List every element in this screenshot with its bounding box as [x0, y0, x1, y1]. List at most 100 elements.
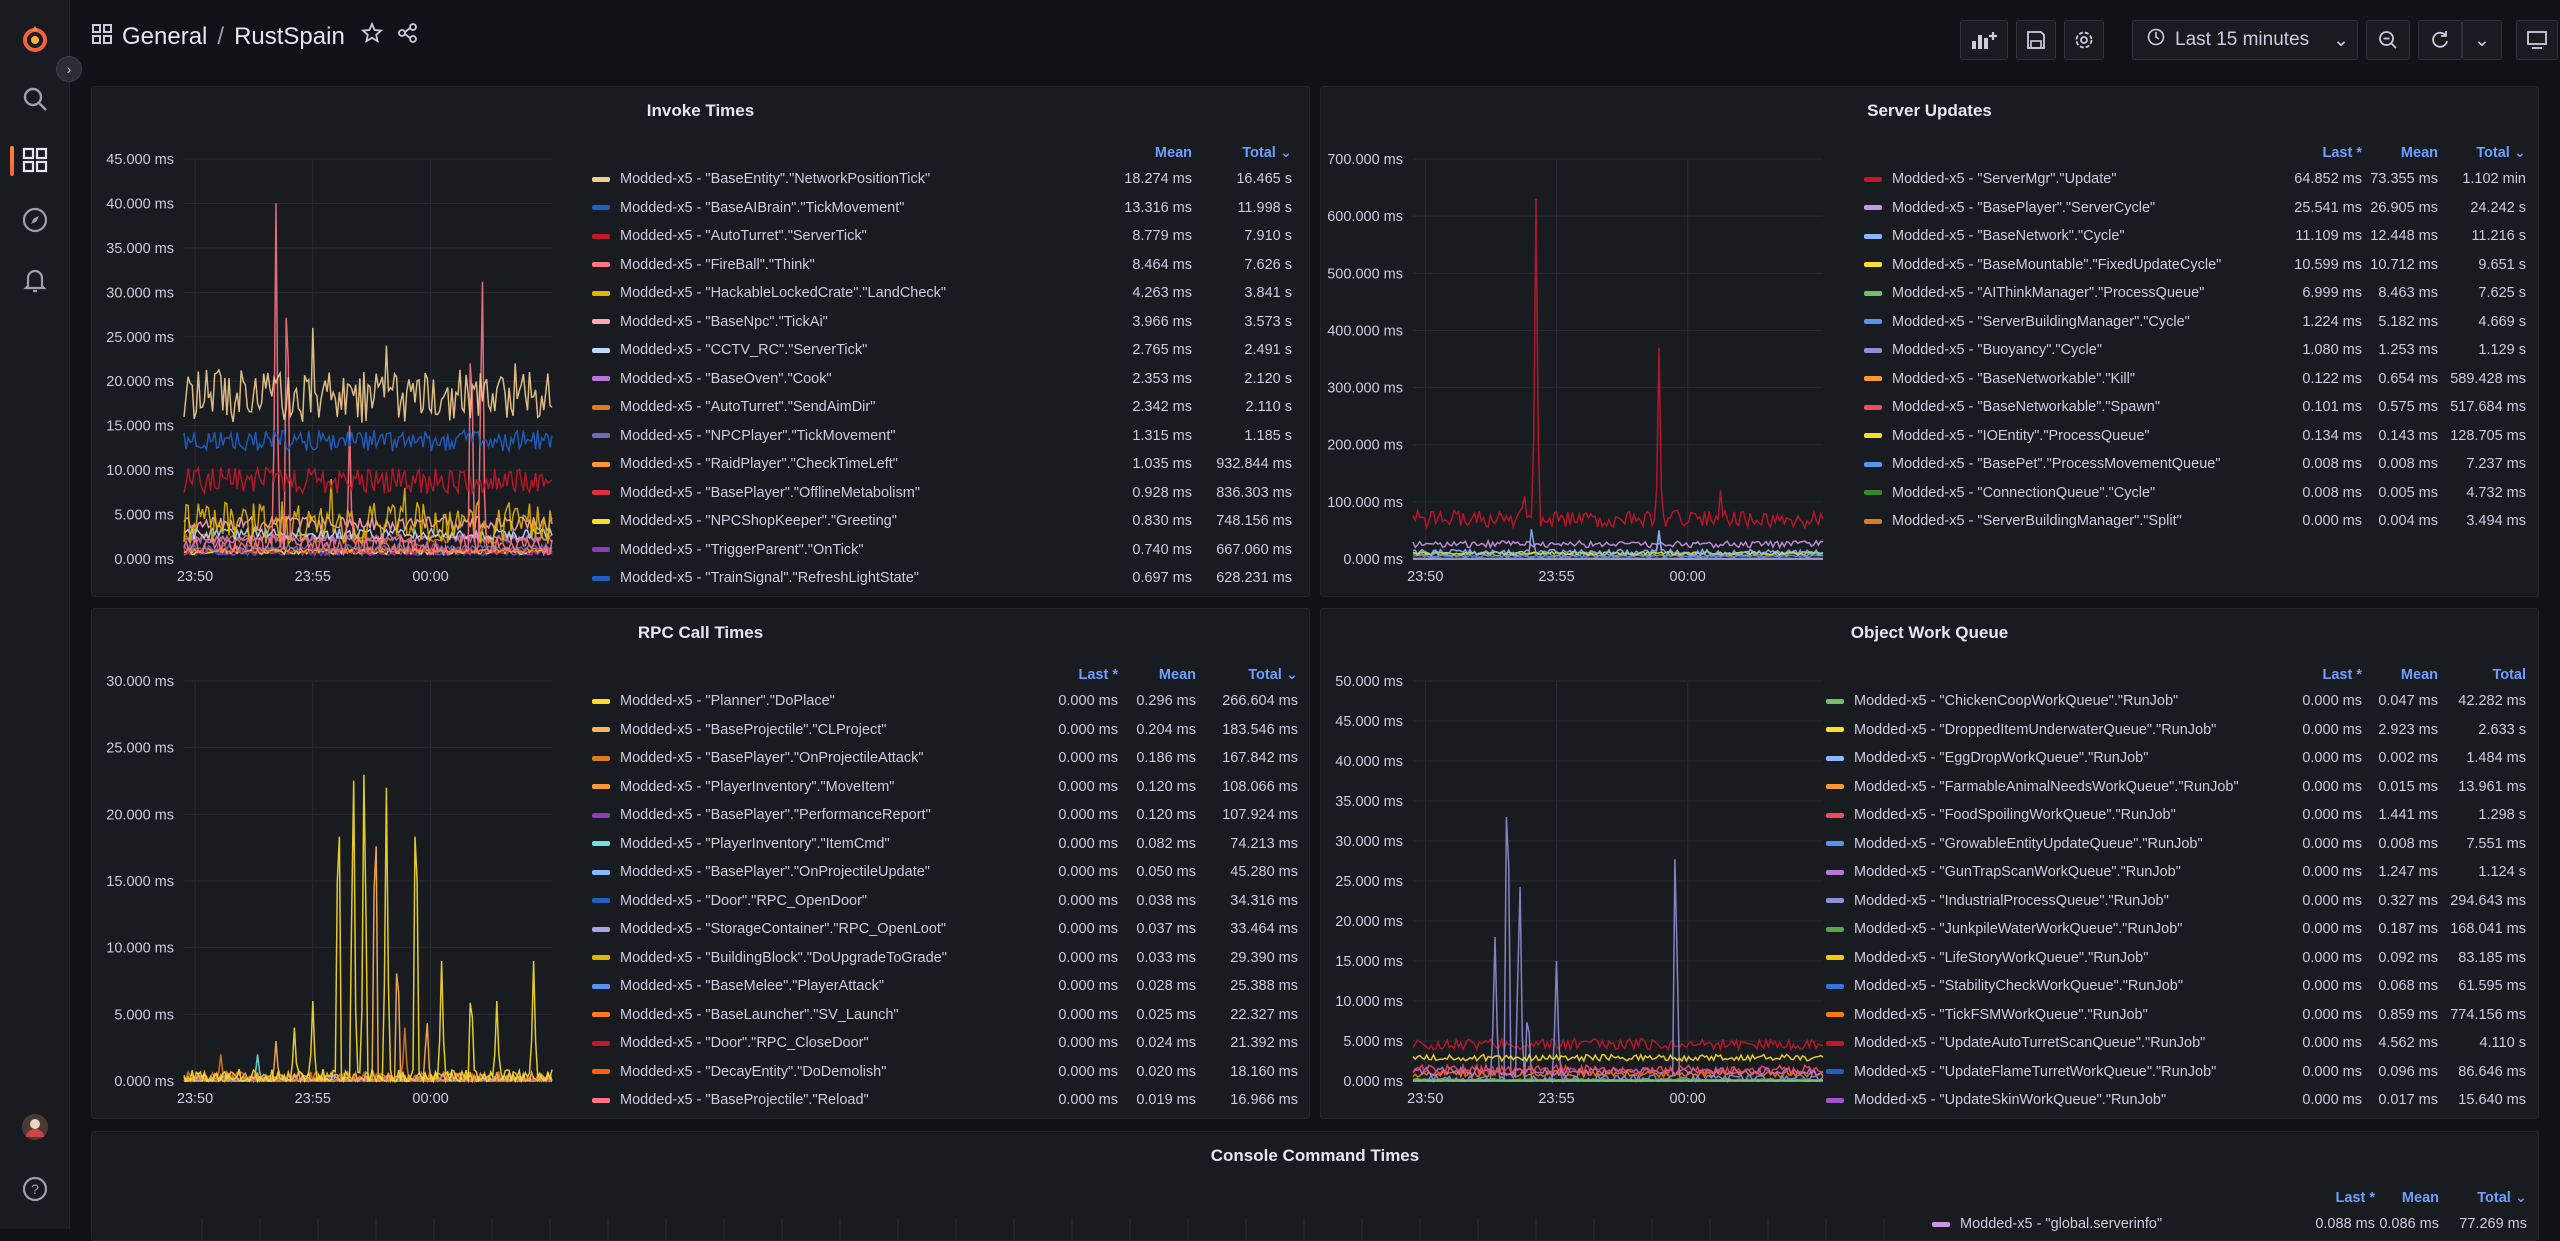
legend-series-name[interactable]: Modded-x5 - "UpdateFlameTurretWorkQueue"…	[1854, 1064, 2282, 1080]
search-icon[interactable]	[18, 82, 52, 116]
legend-series-name[interactable]: Modded-x5 - "AIThinkManager"."ProcessQue…	[1892, 285, 2276, 301]
legend-row[interactable]: Modded-x5 - "BaseEntity"."NetworkPositio…	[592, 165, 1292, 194]
legend-row[interactable]: Modded-x5 - "CCTV_RC"."ServerTick"2.765 …	[592, 336, 1292, 365]
legend-series-name[interactable]: Modded-x5 - "Door"."RPC_OpenDoor"	[620, 893, 1032, 909]
legend-row[interactable]: Modded-x5 - "NPCPlayer"."TickMovement"1.…	[592, 422, 1292, 451]
legend-series-name[interactable]: Modded-x5 - "FarmableAnimalNeedsWorkQueu…	[1854, 779, 2282, 795]
legend-series-name[interactable]: Modded-x5 - "TickFSMWorkQueue"."RunJob"	[1854, 1007, 2282, 1023]
legend-series-name[interactable]: Modded-x5 - "BaseNetwork"."Cycle"	[1892, 228, 2276, 244]
legend-row[interactable]: Modded-x5 - "LifeStoryWorkQueue"."RunJob…	[1826, 944, 2526, 973]
avatar[interactable]	[18, 1110, 52, 1144]
legend-row[interactable]: Modded-x5 - "AIThinkManager"."ProcessQue…	[1864, 279, 2526, 308]
legend-column-header[interactable]: Last *	[1032, 667, 1118, 683]
legend-row[interactable]: Modded-x5 - "ServerBuildingManager"."Spl…	[1864, 507, 2526, 536]
legend-column-header[interactable]: Last *	[2276, 145, 2362, 161]
legend-series-name[interactable]: Modded-x5 - "ServerMgr"."Update"	[1892, 171, 2276, 187]
legend-row[interactable]: Modded-x5 - "BasePet"."ProcessMovementQu…	[1864, 450, 2526, 479]
legend-series-name[interactable]: Modded-x5 - "BaseProjectile"."Reload"	[620, 1092, 1032, 1108]
expand-sidebar-button[interactable]: ›	[56, 56, 82, 82]
save-icon[interactable]	[2016, 20, 2056, 60]
legend-series-name[interactable]: Modded-x5 - "PlayerInventory"."MoveItem"	[620, 779, 1032, 795]
legend-series-name[interactable]: Modded-x5 - "BaseMountable"."FixedUpdate…	[1892, 257, 2276, 273]
legend-series-name[interactable]: Modded-x5 - "HackableLockedCrate"."LandC…	[620, 285, 1092, 301]
refresh-icon[interactable]	[2418, 20, 2462, 60]
legend-series-name[interactable]: Modded-x5 - "BaseAIBrain"."TickMovement"	[620, 200, 1092, 216]
legend-series-name[interactable]: Modded-x5 - "BaseMelee"."PlayerAttack"	[620, 978, 1032, 994]
legend-row[interactable]: Modded-x5 - "BasePlayer"."OnProjectileUp…	[592, 858, 1298, 887]
legend-row[interactable]: Modded-x5 - "PlayerInventory"."MoveItem"…	[592, 773, 1298, 802]
legend-series-name[interactable]: Modded-x5 - "BasePet"."ProcessMovementQu…	[1892, 456, 2276, 472]
legend-series-name[interactable]: Modded-x5 - "JunkpileWaterWorkQueue"."Ru…	[1854, 921, 2282, 937]
legend-series-name[interactable]: Modded-x5 - "LifeStoryWorkQueue"."RunJob…	[1854, 950, 2282, 966]
legend-column-header[interactable]: Mean	[2362, 667, 2438, 683]
legend-column-header[interactable]: Last *	[2282, 667, 2362, 683]
legend-column-header[interactable]: Total ⌄	[1192, 145, 1292, 161]
legend-series-name[interactable]: Modded-x5 - "BaseEntity"."NetworkPositio…	[620, 171, 1092, 187]
legend-series-name[interactable]: Modded-x5 - "BaseProjectile"."CLProject"	[620, 722, 1032, 738]
legend-row[interactable]: Modded-x5 - "TrainSignal"."RefreshLightS…	[592, 564, 1292, 593]
legend-column-header[interactable]: Mean	[1092, 145, 1192, 161]
legend-row[interactable]: Modded-x5 - "BasePlayer"."PerformanceRep…	[592, 801, 1298, 830]
legend-series-name[interactable]: Modded-x5 - "BaseNetworkable"."Kill"	[1892, 371, 2276, 387]
share-icon[interactable]	[397, 22, 419, 51]
dashboards-icon[interactable]	[18, 143, 52, 177]
legend-series-name[interactable]: Modded-x5 - "ConnectionQueue"."Cycle"	[1892, 485, 2276, 501]
legend-row[interactable]: Modded-x5 - "Door"."RPC_CloseDoor"0.000 …	[592, 1029, 1298, 1058]
legend-row[interactable]: Modded-x5 - "ServerMgr"."Update"64.852 m…	[1864, 165, 2526, 194]
legend-series-name[interactable]: Modded-x5 - "BasePlayer"."PerformanceRep…	[620, 807, 1032, 823]
legend-series-name[interactable]: Modded-x5 - "ChickenCoopWorkQueue"."RunJ…	[1854, 693, 2282, 709]
zoom-out-icon[interactable]	[2366, 20, 2410, 60]
legend-row[interactable]: Modded-x5 - "RaidPlayer"."CheckTimeLeft"…	[592, 450, 1292, 479]
legend-row[interactable]: Modded-x5 - "StorageContainer"."RPC_Open…	[592, 915, 1298, 944]
legend-row[interactable]: Modded-x5 - "UpdateSkinWorkQueue"."RunJo…	[1826, 1086, 2526, 1115]
legend-row[interactable]: Modded-x5 - "ChickenCoopWorkQueue"."RunJ…	[1826, 687, 2526, 716]
timeseries-chart[interactable]	[92, 1182, 1892, 1241]
legend-series-name[interactable]: Modded-x5 - "RaidPlayer"."CheckTimeLeft"	[620, 456, 1092, 472]
legend-row[interactable]: Modded-x5 - "FoodSpoilingWorkQueue"."Run…	[1826, 801, 2526, 830]
legend-row[interactable]: Modded-x5 - "ConnectionQueue"."Cycle"0.0…	[1864, 479, 2526, 508]
breadcrumb-dashboard[interactable]: RustSpain	[234, 23, 345, 51]
legend-series-name[interactable]: Modded-x5 - "StorageContainer"."RPC_Open…	[620, 921, 1032, 937]
legend-series-name[interactable]: Modded-x5 - "DecayEntity"."DoDemolish"	[620, 1064, 1032, 1080]
legend-row[interactable]: Modded-x5 - "DroppedItemUnderwaterQueue"…	[1826, 716, 2526, 745]
tv-mode-icon[interactable]	[2516, 20, 2558, 60]
help-icon[interactable]: ?	[18, 1172, 52, 1206]
legend-series-name[interactable]: Modded-x5 - "FireBall"."Think"	[620, 257, 1092, 273]
legend-column-header[interactable]: Mean	[1118, 667, 1196, 683]
legend-row[interactable]: Modded-x5 - "BaseProjectile"."CLProject"…	[592, 716, 1298, 745]
legend-row[interactable]: Modded-x5 - "GunTrapScanWorkQueue"."RunJ…	[1826, 858, 2526, 887]
legend-row[interactable]: Modded-x5 - "IndustrialProcessQueue"."Ru…	[1826, 887, 2526, 916]
legend-series-name[interactable]: Modded-x5 - "IndustrialProcessQueue"."Ru…	[1854, 893, 2282, 909]
legend-column-header[interactable]: Total ⌄	[2438, 145, 2526, 161]
legend-series-name[interactable]: Modded-x5 - "ServerBuildingManager"."Spl…	[1892, 513, 2276, 529]
legend-row[interactable]: Modded-x5 - "DecayEntity"."DoDemolish"0.…	[592, 1058, 1298, 1087]
legend-series-name[interactable]: Modded-x5 - "BasePlayer"."OfflineMetabol…	[620, 485, 1092, 501]
legend-series-name[interactable]: Modded-x5 - "BasePlayer"."ServerCycle"	[1892, 200, 2276, 216]
legend-row[interactable]: Modded-x5 - "AutoTurret"."ServerTick"8.7…	[592, 222, 1292, 251]
legend-row[interactable]: Modded-x5 - "UpdateAutoTurretScanQueue".…	[1826, 1029, 2526, 1058]
breadcrumb-folder[interactable]: General	[122, 23, 207, 51]
add-panel-button[interactable]	[1960, 20, 2008, 60]
time-picker[interactable]: Last 15 minutes ⌄	[2132, 20, 2358, 60]
legend-series-name[interactable]: Modded-x5 - "Buoyancy"."Cycle"	[1892, 342, 2276, 358]
legend-series-name[interactable]: Modded-x5 - "DroppedItemUnderwaterQueue"…	[1854, 722, 2282, 738]
legend-series-name[interactable]: Modded-x5 - "BaseOven"."Cook"	[620, 371, 1092, 387]
legend-row[interactable]: Modded-x5 - "BaseNetworkable"."Spawn"0.1…	[1864, 393, 2526, 422]
legend-series-name[interactable]: Modded-x5 - "GunTrapScanWorkQueue"."RunJ…	[1854, 864, 2282, 880]
legend-series-name[interactable]: Modded-x5 - "NPCShopKeeper"."Greeting"	[620, 513, 1092, 529]
legend-series-name[interactable]: Modded-x5 - "BasePlayer"."OnProjectileUp…	[620, 864, 1032, 880]
legend-column-header[interactable]: Mean	[2362, 145, 2438, 161]
legend-row[interactable]: Modded-x5 - "AutoTurret"."SendAimDir"2.3…	[592, 393, 1292, 422]
legend-row[interactable]: Modded-x5 - "BuildingBlock"."DoUpgradeTo…	[592, 944, 1298, 973]
legend-row[interactable]: Modded-x5 - "NPCShopKeeper"."Greeting"0.…	[592, 507, 1292, 536]
refresh-interval-dropdown[interactable]: ⌄	[2462, 20, 2502, 60]
legend-series-name[interactable]: Modded-x5 - "BaseNetworkable"."Spawn"	[1892, 399, 2276, 415]
star-icon[interactable]	[361, 22, 383, 51]
legend-series-name[interactable]: Modded-x5 - "GrowableEntityUpdateQueue".…	[1854, 836, 2282, 852]
